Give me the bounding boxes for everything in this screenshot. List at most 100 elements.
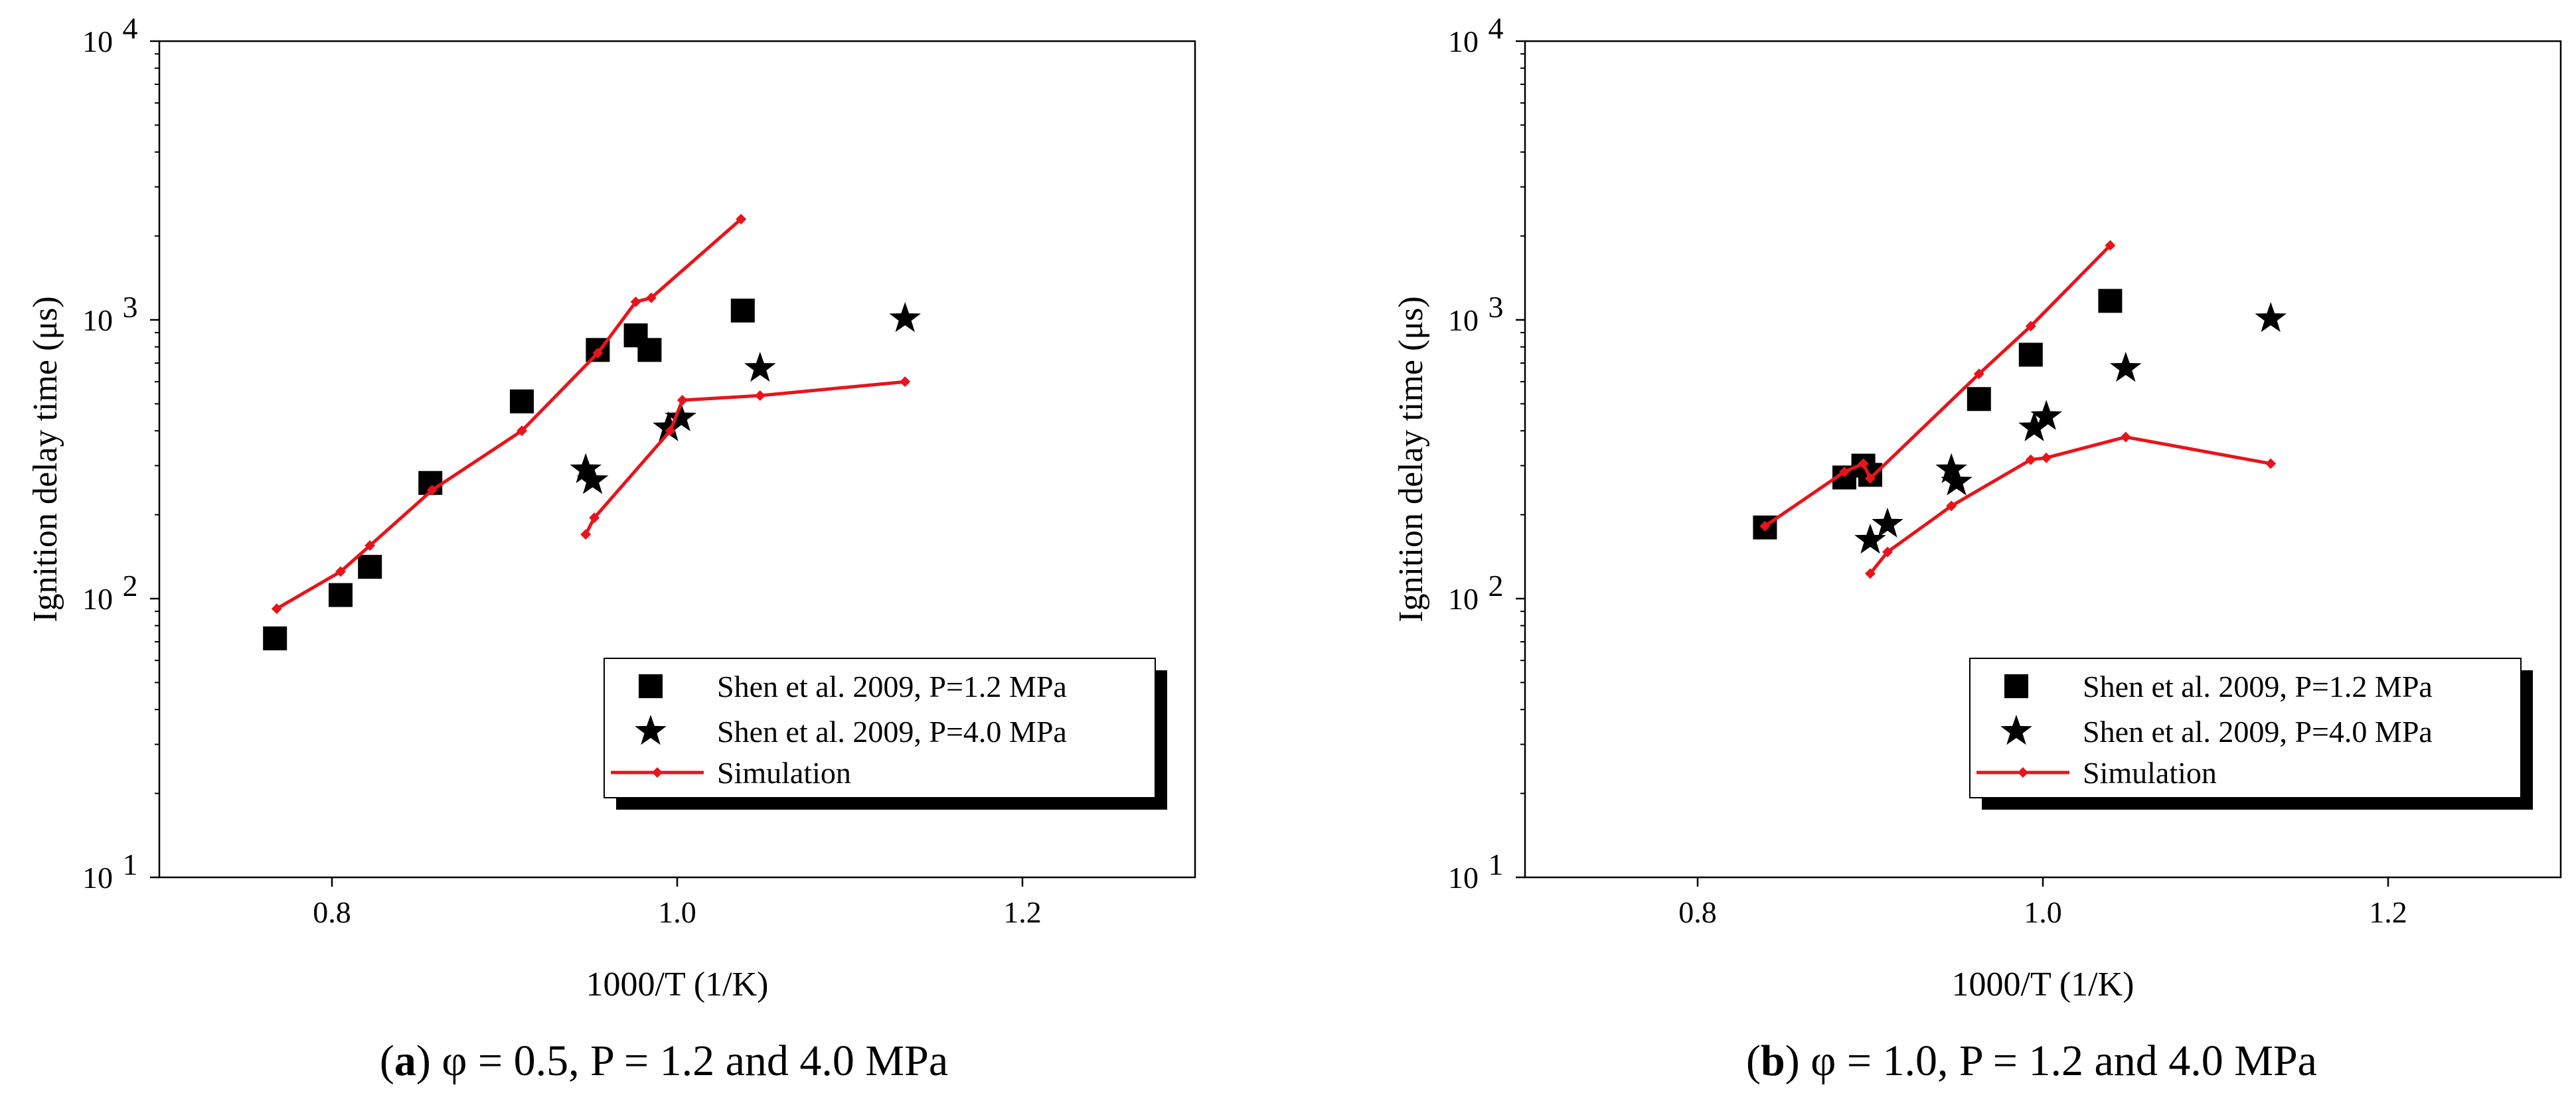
simulation-point [646,292,657,303]
legend-marker-diamond [652,767,663,778]
data-point-square [730,298,755,323]
y-axis-title: Ignition delay time (μs) [27,296,64,622]
x-tick-label: 1.0 [658,895,696,929]
x-tick-label: 0.8 [313,895,351,929]
data-point-star [2110,352,2142,382]
legend-label: Simulation [2083,756,2217,790]
y-tick-exponent: 4 [123,11,138,45]
simulation-point [665,425,676,437]
y-tick-base: 10 [1448,25,1479,58]
y-tick-base: 10 [1448,582,1479,616]
y-tick-label: 10 [1448,303,1479,337]
simulation-point [335,566,346,577]
y-tick-exponent: 2 [123,569,138,603]
x-tick-label: 0.8 [1678,895,1717,929]
x-tick-label: 1.2 [1003,895,1042,929]
simulation-line [584,380,906,536]
legend-label: Shen et al. 2009, P=4.0 MPa [2083,715,2433,749]
legend-label: Shen et al. 2009, P=1.2 MPa [2083,670,2433,703]
panel-a-chart: 0.8 1.0 1.2 10 1 10 2 10 3 10 4 1000/T (1/K) Ignitio… [27,11,1196,1085]
x-tick-label: 1.0 [2024,895,2062,929]
simulation-point [1882,546,1893,557]
data-point-star [2255,302,2287,332]
simulation-point [1839,466,1850,477]
simulation-point [754,390,765,402]
simulation-point [1973,368,1984,380]
simulation-point [677,395,688,406]
y-tick-exponent: 3 [1489,290,1504,324]
y-tick-base: 10 [1448,303,1479,337]
simulation-point [426,484,438,496]
data-point-square [263,626,287,650]
simulation-point [900,376,911,388]
caption-text: φ = 0.5, P = 1.2 and 4.0 MPa [431,1037,948,1085]
y-tick-exponent: 1 [123,847,138,881]
panel-caption: (b) φ = 1.0, P = 1.2 and 4.0 MPa [1746,1037,2317,1085]
simulation-point [1858,458,1869,469]
panel-b-chart: 0.8 1.0 1.2 10 1 10 2 10 3 10 4 1000/T (1/K) Ignitio… [1392,11,2562,1085]
x-axis-title: 1000/T (1/K) [1952,966,2134,1003]
simulation-point [271,603,282,615]
simulation-line [1869,435,2271,575]
y-tick-exponent: 1 [1489,847,1504,881]
data-point-square [2018,342,2043,367]
simulation-point [589,512,600,524]
data-point-square [510,389,534,413]
caption-letter: b [1761,1037,1785,1085]
y-axis-title: Ignition delay time (μs) [1392,296,1430,622]
simulation-point [2025,454,2036,465]
simulation-point [592,348,604,359]
legend-marker-diamond [2018,767,2028,778]
y-tick-exponent: 4 [1489,11,1504,45]
y-tick-exponent: 2 [1489,569,1504,603]
simulation-line [1763,244,2112,528]
y-tick-label: 10 [82,303,113,337]
y-tick-label: 10 [1448,25,1479,58]
simulation-point [2041,452,2052,463]
simulation-point [2120,431,2131,443]
y-tick-label: 10 [82,25,113,58]
data-point-square [1967,387,1991,411]
simulation-point [2105,240,2116,251]
data-point-star [1872,507,1903,538]
data-point-square [329,583,353,607]
simulation-point [1865,473,1876,484]
data-point-square [358,555,382,579]
x-axis-title: 1000/T (1/K) [586,966,769,1003]
x-tick-label: 1.2 [2369,895,2407,929]
y-tick-label: 10 [82,861,113,895]
simulation-point [580,529,592,540]
simulation-point [736,214,747,225]
legend-label: Shen et al. 2009, P=4.0 MPa [717,715,1067,749]
caption-open: ( [1746,1037,1761,1085]
caption-letter: a [394,1037,416,1085]
caption-close: ) [416,1037,431,1085]
y-tick-exponent: 3 [123,290,138,324]
simulation-point [1946,500,1957,512]
simulation-point [517,425,527,437]
simulation-point [1759,520,1771,532]
simulation-point [364,540,376,551]
y-tick-base: 10 [82,582,113,616]
data-point-star [744,352,776,382]
caption-text: φ = 1.0, P = 1.2 and 4.0 MPa [1800,1037,2317,1085]
y-tick-label: 10 [1448,861,1479,895]
simulation-point [2025,321,2036,332]
data-point-square [2098,289,2123,313]
data-point-square [637,338,662,362]
y-tick-base: 10 [1448,861,1479,895]
legend-box [604,658,1156,798]
legend-box [1969,658,2522,798]
simulation-point [630,296,641,307]
simulation-point [1865,568,1876,579]
data-point-star [889,302,921,332]
caption-close: ) [1785,1037,1800,1085]
y-tick-base: 10 [82,25,113,58]
y-tick-base: 10 [82,861,113,895]
simulation-point [2265,458,2277,469]
y-tick-label: 10 [82,582,113,616]
y-tick-label: 10 [1448,582,1479,616]
panel-caption: (a) φ = 0.5, P = 1.2 and 4.0 MPa [380,1037,948,1085]
y-tick-base: 10 [82,303,113,337]
